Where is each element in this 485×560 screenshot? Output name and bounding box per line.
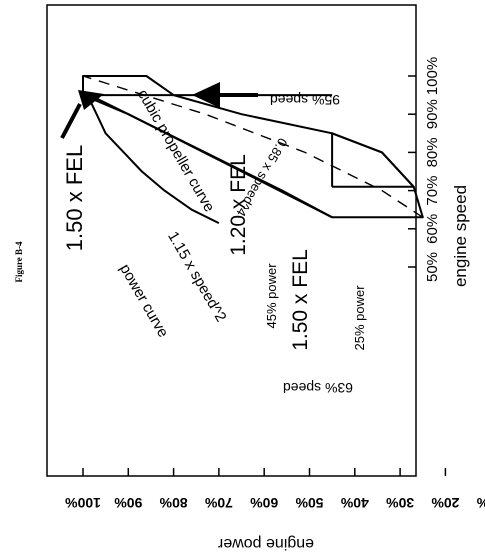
annotation-label: 45% power (264, 263, 279, 329)
arrow-markers (60, 82, 258, 139)
y-tick-label: 90% (114, 495, 143, 511)
y-tick-label: 50% (295, 495, 324, 511)
x-tick-label: 70% (424, 176, 441, 206)
x-axis-ticks: 50% 60% 70% 80% 90% 100% (408, 57, 441, 282)
annotation-label: 1.20 x FEL (227, 154, 250, 256)
y-axis-title: engine power (217, 535, 314, 552)
series-line (331, 132, 415, 188)
annotation-label: 63% speed (283, 380, 353, 396)
y-tick-label: 30% (386, 495, 415, 511)
x-tick-label: 90% (424, 99, 441, 129)
plot-frame (46, 4, 417, 477)
y-tick-label: 20% (431, 495, 460, 511)
x-tick-label: 60% (424, 214, 441, 244)
series-line (82, 75, 424, 218)
arrow-95-speed-head (192, 82, 220, 108)
y-tick-label: 100% (65, 495, 101, 511)
annotation-label: 1.50 x FEL (62, 145, 87, 251)
y-axis-ticks: 10% 20% 30% 40% 50% 60% 70% 80% 90% 100% (65, 468, 485, 511)
x-tick-label: 80% (424, 137, 441, 167)
y-tick-label: 10% (476, 495, 485, 511)
x-tick-label: 50% (424, 252, 441, 282)
annotation-label: 25% power (352, 285, 367, 351)
y-tick-label: 60% (250, 495, 279, 511)
y-tick-label: 80% (159, 495, 188, 511)
series-line (86, 94, 220, 224)
annotation-label: 1.15 x speed^2 (164, 229, 229, 325)
annotation-label: 95% speed (270, 92, 340, 108)
arrow-fel-shaft (60, 103, 82, 139)
x-axis-title: engine speed (451, 185, 470, 287)
y-tick-label: 70% (204, 495, 233, 511)
figure-label: Figure B-4 (14, 241, 24, 283)
annotation-label: power curve (116, 261, 172, 340)
y-tick-label: 40% (340, 495, 369, 511)
annotation-label: 1.50 x FEL (289, 249, 312, 351)
annotation-label: cubic propeller curve (134, 87, 218, 215)
x-tick-label: 100% (424, 57, 441, 95)
arrow-fel-head (78, 90, 104, 110)
